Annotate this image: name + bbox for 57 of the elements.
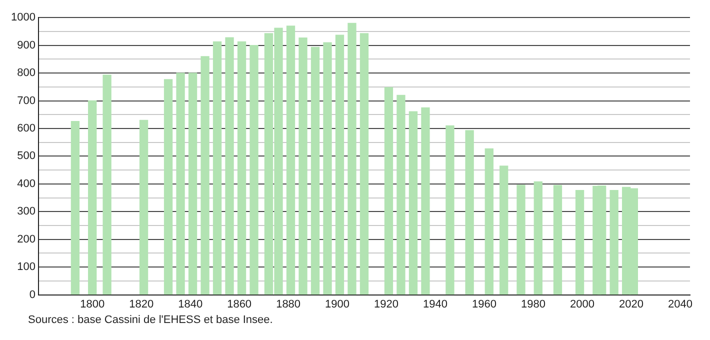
bar (360, 33, 369, 295)
bar (408, 111, 418, 295)
bar (348, 22, 356, 295)
y-tick-label: 800 (17, 67, 36, 80)
bar (553, 184, 562, 295)
bar (237, 41, 246, 295)
bar (176, 72, 185, 295)
bar (139, 120, 148, 295)
x-tick-label: 2040 (668, 298, 692, 310)
y-tick-label: 500 (17, 150, 36, 162)
bar (534, 181, 542, 295)
bar (188, 72, 198, 295)
bar (446, 125, 454, 295)
bar (164, 79, 173, 295)
y-tick-label: 600 (17, 122, 36, 135)
x-tick-label: 1920 (374, 298, 399, 310)
bar (225, 37, 234, 295)
bar (250, 44, 258, 295)
x-tick-label: 1840 (178, 298, 203, 310)
x-tick-label: 1940 (423, 298, 448, 310)
x-tick-label: 1860 (227, 298, 252, 310)
y-tick-label: 300 (17, 206, 36, 218)
y-tick-label: 400 (17, 178, 36, 190)
y-tick-label: 200 (17, 233, 36, 246)
bar (323, 42, 332, 295)
bar (298, 38, 308, 295)
x-tick-label: 1800 (80, 298, 105, 310)
x-tick-label: 1960 (472, 298, 496, 310)
x-tick-label: 1980 (521, 298, 546, 310)
bar (200, 56, 210, 295)
y-tick-label: 700 (17, 94, 36, 107)
bar (212, 41, 222, 295)
bar (335, 34, 344, 295)
y-tick-label: 900 (17, 39, 36, 52)
bar (575, 190, 584, 295)
x-tick-label: 1880 (276, 298, 301, 310)
bar (286, 26, 296, 295)
bar (516, 184, 526, 295)
y-tick-label: 0 (29, 288, 36, 301)
bar (396, 94, 406, 295)
bar (88, 100, 97, 295)
bar (484, 148, 494, 295)
x-tick-label: 1900 (325, 298, 350, 310)
bar (384, 87, 394, 295)
x-tick-label: 2020 (618, 298, 644, 310)
x-tick-label: 1820 (129, 298, 154, 310)
x-tick-label: 2000 (570, 298, 594, 310)
bar (310, 46, 320, 295)
y-tick-label: 100 (17, 261, 36, 274)
y-tick-label: 1000 (10, 12, 36, 24)
bar (465, 130, 474, 295)
bar (421, 107, 430, 295)
source-note: Sources : base Cassini de l'EHESS et base Insee. (28, 314, 274, 326)
bar (70, 120, 80, 295)
bar (500, 166, 508, 295)
bar (610, 190, 618, 295)
bar (102, 74, 112, 295)
